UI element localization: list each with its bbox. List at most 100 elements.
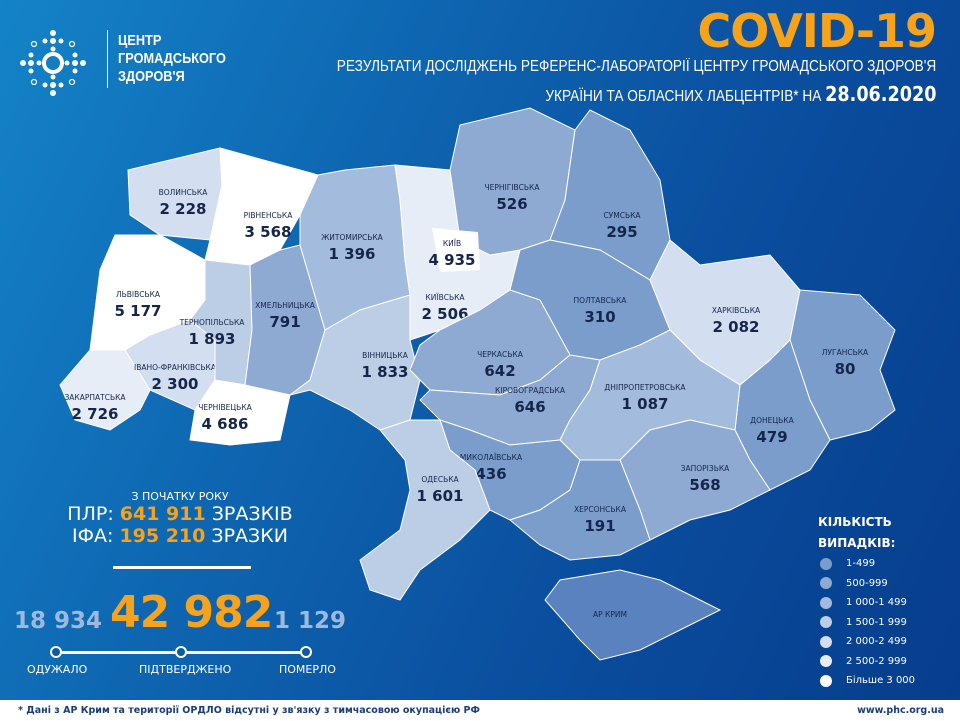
region-case-count: 791 [269,313,300,331]
legend-label: 1 500-1 999 [846,616,907,628]
region-case-count: 1 893 [189,330,236,348]
legend-item: 500-999 [818,574,915,594]
region-case-count: 3 568 [245,223,292,241]
pcr-value: 641 911 [119,503,206,525]
legend-item: Більше 3 000 [818,671,915,691]
org-name: ЦЕНТР ГРОМАДСЬКОГО ЗДОРОВ'Я [118,32,226,86]
region-case-count: 4 935 [429,251,476,269]
recovered-label: ОДУЖАЛО [27,663,88,676]
legend-swatch-icon [820,674,832,687]
region-oblast: ОДЕСЬКА 1 601 [359,419,491,601]
legend-label: Більше 3 000 [846,675,916,687]
confirmed-label: ПІДТВЕРДЖЕНО [139,663,232,676]
recovered-value: 18 934 [14,608,103,634]
region-oblast: ЖИТОМИРСЬКА 1 396 [299,164,411,331]
region-name: ЖИТОМИРСЬКА [321,233,383,242]
region-case-count: 646 [514,398,545,416]
region-oblast: ТЕРНОПІЛЬСЬКА 1 893 [179,259,253,386]
region-name: АР КРИМ [593,610,627,619]
region-case-count: 1 833 [362,363,409,381]
region-case-count: 310 [584,308,615,326]
region-case-count: 2 082 [713,318,760,336]
region-case-count: 436 [475,465,506,483]
region-name: ТЕРНОПІЛЬСЬКА [179,318,246,327]
confirmed-value: 42 982 [110,587,273,638]
region-oblast: ВОЛИНСЬКА 2 228 [127,147,223,241]
deaths-label: ПОМЕРЛО [279,663,336,676]
region-shape [359,419,491,601]
region-name: ЧЕРКАСЬКА [477,350,524,359]
region-oblast: ДНІПРОПЕТРОВСЬКА 1 087 [559,329,741,461]
region-oblast: ЗАКАРПАТСЬКА 2 726 [59,349,151,431]
region-oblast: ХМЕЛЬНИЦЬКА 791 [244,244,326,396]
region-name: ЛЬВІВСЬКА [116,290,161,299]
legend-item: 2 500-2 999 [818,652,915,672]
ifa-label: ІФА: [72,525,114,547]
region-name: КІРОВОГРАДСЬКА [495,386,566,395]
recovered-dot-icon [50,646,62,658]
ukraine-map: ВОЛИНСЬКА 2 228 РІВНЕНСЬКА 3 568 ЛЬВІВСЬКА 5 … [59,107,896,661]
region-name: КИЇВСЬКА [425,293,465,302]
legend-swatch-icon [820,596,832,609]
region-name: ПОЛТАВСЬКА [574,296,628,305]
region-oblast: ЧЕРКАСЬКА 642 [409,289,571,396]
region-name: МИКОЛАЇВСЬКА [460,453,523,462]
legend-item: 2 000-2 499 [818,632,915,652]
footnote: * Дані з АР Крим та території ОРДЛО відс… [18,705,480,716]
legend-label: 2 500-2 999 [846,655,907,667]
region-kyiv-city: КИЇВ 4 935 [429,239,476,269]
divider [113,566,251,569]
legend-swatch-icon [820,635,832,648]
deaths-value: 1 129 [274,608,347,634]
ifa-value: 195 210 [119,525,206,547]
legend-item: 1 500-1 999 [818,613,915,633]
region-shape [508,459,651,561]
since-label: З ПОЧАТКУ РОКУ [131,490,229,503]
deaths-dot-icon [300,646,312,658]
region-oblast: АР КРИМ [544,569,722,661]
ifa-unit: ЗРАЗКИ [211,525,288,547]
subtitle-text: УКРАЇНИ ТА ОБЛАСНИХ ЛАБЦЕНТРІВ* НА [544,88,821,105]
org-name-line: ЦЕНТР [118,32,162,49]
legend-label: 2 000-2 499 [846,636,907,648]
legend-swatch-icon [820,616,832,629]
subtitle-line-2: УКРАЇНИ ТА ОБЛАСНИХ ЛАБЦЕНТРІВ* НА 28.06… [545,82,936,106]
region-case-count: 2 300 [152,375,199,393]
region-shape [189,379,291,446]
pcr-unit: ЗРАЗКІВ [211,503,293,525]
website-link[interactable]: www.phc.org.ua [857,705,944,716]
region-case-count: 479 [756,428,787,446]
region-case-count: 1 601 [417,487,464,505]
report-date: 28.06.2020 [824,82,936,106]
subtitle-line-1: РЕЗУЛЬТАТИ ДОСЛІДЖЕНЬ РЕФЕРЕНС-ЛАБОРАТОР… [336,58,936,75]
region-name: ЛУГАНСЬКА [822,348,869,357]
region-case-count: 1 396 [329,245,376,263]
region-oblast: ЧЕРНІВЕЦЬКА 4 686 [189,379,291,446]
region-case-count: 642 [484,362,515,380]
pcr-line: ПЛР: 641 911 ЗРАЗКІВ [60,503,300,525]
region-shape [59,349,151,431]
region-name: ЧЕРНІВЕЦЬКА [198,403,252,412]
region-case-count: 191 [584,517,615,535]
page-title: COVID-19 [697,4,937,58]
region-shape [544,569,722,661]
footer: * Дані з АР Крим та території ОРДЛО відс… [0,700,960,721]
region-name: ОДЕСЬКА [421,475,459,484]
tests-summary: З ПОЧАТКУ РОКУ ПЛР: 641 911 ЗРАЗКІВ ІФА:… [60,490,300,547]
legend-title: КІЛЬКІСТЬ [818,515,892,529]
region-case-count: 568 [689,476,720,494]
region-oblast: ЛЬВІВСЬКА 5 177 [89,234,206,351]
legend-swatch-icon [820,655,832,668]
region-oblast: ДОНЕЦЬКА 479 [734,339,831,491]
kyiv-city-shape [432,228,480,272]
region-oblast: СУМСЬКА 295 [549,109,671,281]
region-name: СУМСЬКА [603,211,641,220]
confirmed-dot-icon [175,646,187,658]
region-case-count: 80 [835,360,856,378]
region-name: ДОНЕЦЬКА [750,416,794,425]
legend-label: 1-499 [846,558,876,570]
org-name-line: ГРОМАДСЬКОГО [118,50,226,67]
region-name: ІВАНО-ФРАНКІВСЬКА [134,363,217,372]
region-name: РІВНЕНСЬКА [244,211,294,220]
region-oblast: ЛУГАНСЬКА 80 [789,289,896,441]
